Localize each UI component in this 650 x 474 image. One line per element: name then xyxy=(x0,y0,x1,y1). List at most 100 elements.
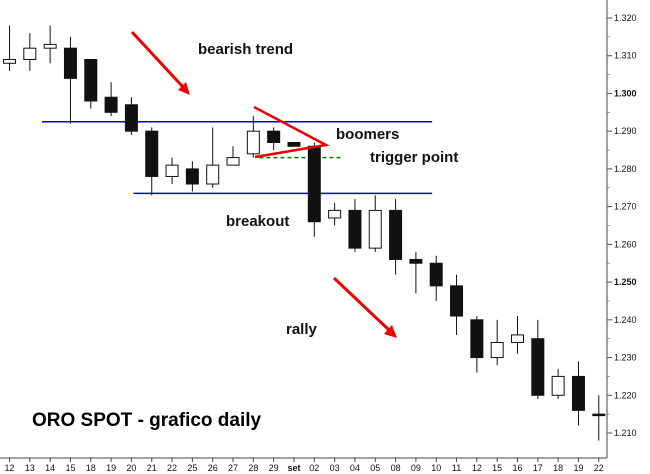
annotation-breakout: breakout xyxy=(226,213,289,230)
candle xyxy=(206,127,220,188)
candle-body xyxy=(145,130,159,177)
candle xyxy=(368,195,382,252)
candle-body xyxy=(450,285,464,317)
candle-body xyxy=(531,338,545,396)
candle xyxy=(409,251,423,294)
candle-body xyxy=(328,209,342,219)
candle-body xyxy=(206,164,220,185)
candle xyxy=(328,202,342,226)
x-tick-label: 27 xyxy=(228,463,238,473)
candle-body xyxy=(592,413,606,417)
candle xyxy=(145,127,159,196)
candle-body xyxy=(226,157,240,166)
y-tick-label: 1.270 xyxy=(614,202,637,212)
rally-arrow-icon xyxy=(332,276,397,338)
candle xyxy=(246,116,260,158)
x-tick-label: 08 xyxy=(391,463,401,473)
candle xyxy=(490,319,504,366)
candle xyxy=(43,25,57,64)
candle xyxy=(185,161,199,192)
y-tick-label: 1.300 xyxy=(614,88,637,98)
candle-body xyxy=(389,209,403,260)
x-tick-label: 15 xyxy=(65,463,75,473)
candle xyxy=(267,127,281,151)
candles xyxy=(3,25,606,441)
chart-title: ORO SPOT - grafico daily xyxy=(32,410,262,431)
x-tick-label: 12 xyxy=(472,463,482,473)
x-tick-label: 22 xyxy=(167,463,177,473)
candle xyxy=(551,368,565,400)
candle-body xyxy=(246,130,260,155)
x-tick-label: set xyxy=(287,463,300,473)
candle xyxy=(429,255,443,301)
candle xyxy=(165,157,179,184)
annotation-trigger-point: trigger point xyxy=(370,149,458,166)
candle xyxy=(124,97,138,135)
x-tick-label: 25 xyxy=(187,463,197,473)
x-tick-label: 26 xyxy=(208,463,218,473)
y-tick-label: 1.210 xyxy=(614,428,637,438)
x-tick-label: 03 xyxy=(330,463,340,473)
candle xyxy=(470,316,484,373)
x-tick-label: 16 xyxy=(512,463,522,473)
x-tick-label: 19 xyxy=(573,463,583,473)
candle xyxy=(531,319,545,400)
candle-body xyxy=(84,59,98,102)
candle-body xyxy=(470,319,484,359)
candle-body xyxy=(104,96,118,113)
candle-body xyxy=(165,164,179,177)
x-tick-label: 15 xyxy=(492,463,502,473)
x-tick-label: 09 xyxy=(411,463,421,473)
candle-body xyxy=(490,341,504,359)
candle xyxy=(287,142,301,147)
candle xyxy=(511,316,524,354)
y-tick-label: 1.290 xyxy=(614,126,637,136)
candle xyxy=(63,36,77,124)
candle xyxy=(3,25,16,71)
candle-body xyxy=(409,258,423,264)
candle-body xyxy=(571,375,585,411)
candle-body xyxy=(124,104,138,132)
y-tick-label: 1.260 xyxy=(614,239,637,249)
candle-body xyxy=(551,375,565,396)
candle xyxy=(84,59,98,109)
candle-body xyxy=(348,209,362,249)
y-tick-label: 1.230 xyxy=(614,353,637,363)
y-tick-label: 1.240 xyxy=(614,315,637,325)
plot-background xyxy=(0,0,607,458)
candle xyxy=(571,361,585,426)
x-tick-label: 13 xyxy=(25,463,35,473)
y-tick-label: 1.220 xyxy=(614,390,637,400)
candle-body xyxy=(511,334,524,343)
x-tick-label: 05 xyxy=(370,463,380,473)
candle-body xyxy=(267,130,281,144)
x-tick-label: 14 xyxy=(45,463,55,473)
annotation-bearish-trend: bearish trend xyxy=(198,41,293,58)
candle xyxy=(104,82,118,117)
x-axis-ticks: 12 13 14 15 18 19 20 21 22 25 26 27 28 29 set 02 03 04 05 0… xyxy=(4,458,604,473)
x-tick-label: 11 xyxy=(452,463,461,473)
annotation-boomers: boomers xyxy=(336,126,399,143)
x-tick-label: 29 xyxy=(269,463,279,473)
candle-body xyxy=(307,145,321,223)
x-tick-label: 22 xyxy=(594,463,604,473)
candle-body xyxy=(43,43,57,49)
x-tick-label: 18 xyxy=(553,463,563,473)
x-tick-label: 04 xyxy=(350,463,360,473)
support-resistance-lines xyxy=(42,121,433,195)
candle-body xyxy=(287,142,301,147)
candle xyxy=(23,33,37,71)
x-tick-label: 20 xyxy=(126,463,136,473)
x-tick-label: 02 xyxy=(309,463,319,473)
y-axis-ticks: 1.320 1.310 1.300 1.290 1.280 1.270 1.260 1.250… xyxy=(607,13,637,438)
x-tick-label: 21 xyxy=(147,463,157,473)
y-tick-label: 1.310 xyxy=(614,51,637,61)
boomers-triangle xyxy=(253,105,330,159)
x-tick-label: 12 xyxy=(4,463,14,473)
x-tick-label: 17 xyxy=(533,463,543,473)
candle xyxy=(389,199,403,275)
y-tick-label: 1.280 xyxy=(614,164,637,174)
candle xyxy=(450,274,464,335)
candle xyxy=(226,146,240,166)
x-tick-label: 28 xyxy=(248,463,258,473)
